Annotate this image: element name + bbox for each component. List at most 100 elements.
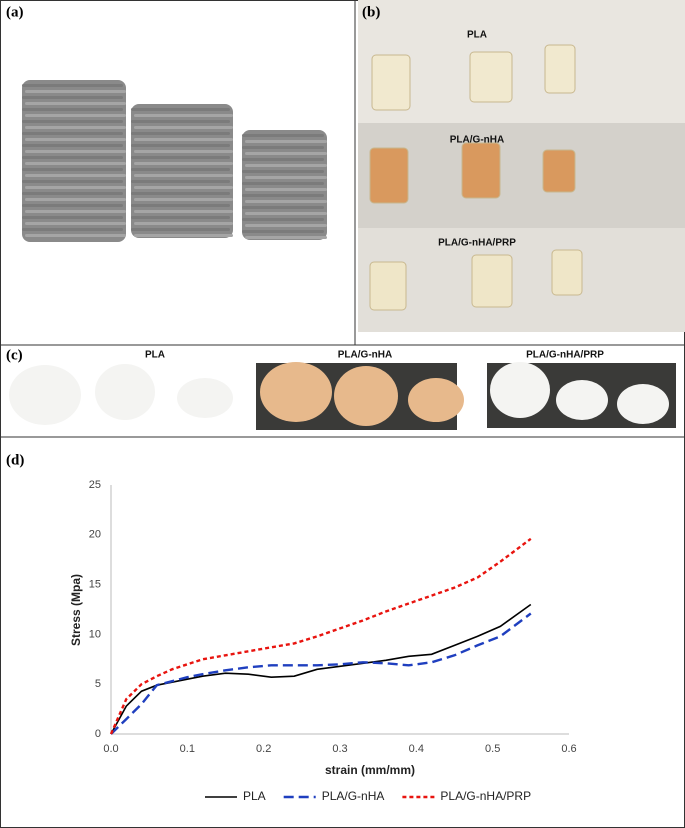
y-tick-label: 20	[89, 529, 101, 541]
sample	[461, 142, 501, 199]
strand	[245, 152, 327, 155]
x-tick-label: 0.5	[485, 743, 500, 755]
strand	[245, 188, 327, 191]
sample	[544, 44, 576, 94]
illustrations	[9, 0, 685, 430]
sample	[177, 378, 233, 418]
sample	[95, 364, 155, 420]
x-axis-label: strain (mm/mm)	[325, 763, 415, 777]
y-tick-label: 5	[95, 678, 101, 690]
x-tick-label: 0.3	[332, 743, 347, 755]
strand	[134, 210, 233, 213]
strand	[245, 236, 327, 239]
strand	[25, 126, 126, 129]
sample	[617, 384, 669, 424]
x-tick-label: 0.1	[180, 743, 195, 755]
strand	[134, 174, 233, 177]
strand	[245, 140, 327, 143]
strand	[242, 134, 324, 137]
strand	[25, 174, 126, 177]
sample	[369, 261, 407, 311]
sample	[469, 51, 513, 103]
strand	[22, 192, 123, 195]
sample	[551, 249, 583, 296]
legend-label: PLA/G-nHA	[322, 789, 385, 803]
sample-label: PLA/G-nHA/PRP	[438, 238, 516, 249]
strand	[25, 90, 126, 93]
strand	[131, 228, 230, 231]
strand	[242, 218, 324, 221]
legend-label: PLA/G-nHA/PRP	[440, 789, 531, 803]
strand	[134, 234, 233, 237]
sample	[490, 362, 550, 418]
strand	[22, 96, 123, 99]
series-line	[110, 603, 532, 735]
strand	[242, 206, 324, 209]
strand	[131, 204, 230, 207]
strand	[131, 180, 230, 183]
sample	[334, 366, 398, 426]
strand	[131, 108, 230, 111]
y-tick-label: 15	[89, 579, 101, 591]
strand	[25, 186, 126, 189]
strand	[22, 204, 123, 207]
x-tick-label: 0.0	[103, 743, 118, 755]
strand	[22, 144, 123, 147]
strand	[134, 162, 233, 165]
strand	[131, 156, 230, 159]
sample-label: PLA	[145, 350, 165, 361]
panel-label: (a)	[6, 4, 24, 20]
strand	[22, 132, 123, 135]
strand	[242, 182, 324, 185]
strand	[25, 114, 126, 117]
sample	[371, 54, 411, 111]
strand	[131, 168, 230, 171]
sample-label: PLA/G-nHA	[450, 135, 504, 146]
strand	[22, 216, 123, 219]
strand	[245, 164, 327, 167]
strand	[134, 114, 233, 117]
y-tick-label: 0	[95, 728, 101, 740]
strand	[131, 120, 230, 123]
sample	[408, 378, 464, 422]
x-tick-label: 0.4	[409, 743, 424, 755]
strand	[131, 216, 230, 219]
strand	[131, 192, 230, 195]
sample	[542, 149, 576, 193]
strand	[22, 84, 123, 87]
strand	[245, 224, 327, 227]
strand	[245, 176, 327, 179]
photo	[358, 0, 685, 123]
series-line	[109, 537, 532, 735]
strand	[134, 138, 233, 141]
strand	[131, 132, 230, 135]
strand	[25, 150, 126, 153]
strand	[22, 180, 123, 183]
sample-label: PLA	[467, 30, 487, 41]
sample	[556, 380, 608, 420]
strand	[134, 150, 233, 153]
strand	[242, 194, 324, 197]
photo	[358, 228, 685, 332]
sample	[260, 362, 332, 422]
strand	[245, 200, 327, 203]
panel-label: (d)	[6, 452, 24, 468]
series-line	[110, 612, 532, 735]
strand	[242, 146, 324, 149]
sample	[369, 147, 409, 204]
strand	[25, 234, 126, 237]
sample	[9, 365, 81, 425]
legend-label: PLA	[243, 789, 266, 803]
y-tick-label: 25	[89, 479, 101, 491]
chart: 0 5 10 15 20 25 0.0 0.1 0.2 0.3 0.4 0.5 0.6 PLA PLA/G-…	[89, 479, 577, 803]
x-tick-label: 0.6	[561, 743, 576, 755]
sample	[471, 254, 513, 308]
sample-label: PLA/G-nHA	[338, 350, 392, 361]
y-tick-label: 10	[89, 628, 101, 640]
strand	[25, 162, 126, 165]
strand	[25, 222, 126, 225]
y-axis-label: Stress (Mpa)	[69, 574, 83, 646]
photo	[358, 123, 685, 228]
x-tick-label: 0.2	[256, 743, 271, 755]
